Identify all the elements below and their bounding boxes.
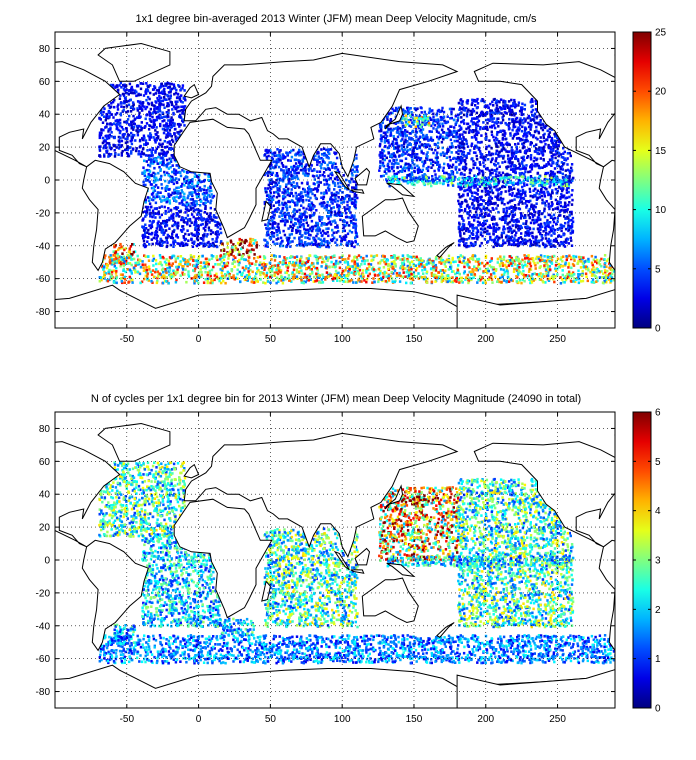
x-tick-label: 100 [334,714,351,725]
region-cells [112,242,137,265]
colorbar-tick-label: 1 [655,654,661,665]
y-tick-label: 40 [39,490,51,501]
y-tick-label: -40 [36,241,51,252]
cycle-count-map-panel: N of cycles per 1x1 degree bin for 2013 … [0,380,696,760]
y-tick-label: 80 [39,44,51,55]
continent-outline [183,83,200,99]
x-tick-label: 250 [549,714,566,725]
continent-outline [384,104,404,130]
coastlines [55,422,696,708]
colorbar-tick-label: 20 [655,87,667,98]
colorbar-tick-label: 0 [655,324,661,335]
continent-outline [183,52,459,178]
chart-title: 1x1 degree bin-averaged 2013 Winter (JFM… [135,13,537,25]
continent-outline [183,463,200,479]
x-tick-label: 50 [265,334,277,345]
x-tick-label: 150 [406,334,423,345]
y-tick-label: -60 [36,654,51,665]
region-cells [385,175,574,188]
x-tick-label: 200 [477,714,494,725]
velocity-heatmap-chart: 1x1 degree bin-averaged 2013 Winter (JFM… [36,13,696,345]
continent-outline [361,577,419,624]
x-tick-label: 50 [265,714,277,725]
colorbar-tick-label: 10 [655,205,667,216]
continent-outline [436,242,455,258]
colorbar-tick-label: 3 [655,556,661,567]
region-cells [141,205,223,249]
continent-outline [691,119,696,237]
continent-outline [350,189,365,194]
colorbar-tick-label: 5 [655,457,661,468]
region-cells [98,81,187,158]
colorbar-tick-label: 0 [655,704,661,715]
region-cells [386,555,573,568]
y-tick-label: 20 [39,143,51,154]
y-tick-label: 60 [39,457,51,468]
colorbar-tick-label: 6 [655,408,661,419]
y-tick-label: 60 [39,77,51,88]
continent-outline [361,197,419,244]
y-tick-label: 40 [39,110,51,121]
continent-outline [81,159,149,272]
x-tick-label: 0 [196,714,202,725]
region-cells [98,461,187,538]
region-cells [378,106,460,183]
y-tick-label: 20 [39,523,51,534]
continent-outline [97,422,171,462]
x-tick-label: -50 [120,334,135,345]
continent-outline [473,441,615,548]
y-tick-label: 0 [44,556,50,567]
continent-outline [354,167,371,186]
continent-outline [183,432,459,558]
y-tick-label: 0 [44,176,50,187]
x-tick-label: 0 [196,334,202,345]
continent-outline [386,562,416,578]
y-tick-label: -80 [36,687,51,698]
continent-outline [384,484,404,510]
region-cells [220,237,259,256]
chart-title: N of cycles per 1x1 degree bin for 2013 … [91,393,581,405]
continent-outline [97,42,171,82]
region-cells [98,634,615,665]
colorbar [632,31,652,329]
region-cells [400,114,431,129]
x-tick-label: 150 [406,714,423,725]
continent-outline [473,61,615,168]
x-tick-label: 200 [477,334,494,345]
continent-outline [261,200,271,222]
velocity-map-panel: 1x1 degree bin-averaged 2013 Winter (JFM… [36,13,696,345]
colorbar-tick-label: 5 [655,264,661,275]
continent-outline [81,539,149,652]
y-tick-label: -20 [36,208,51,219]
y-tick-label: -20 [36,588,51,599]
continent-outline [598,539,615,652]
continent-outline [354,547,371,566]
colorbar-tick-label: 4 [655,506,661,517]
continent-outline [691,499,696,617]
y-tick-label: -80 [36,307,51,318]
region-cells [98,254,615,285]
continent-outline [350,569,365,574]
grid-lines [55,412,615,708]
x-tick-label: 250 [549,334,566,345]
y-tick-label: -40 [36,621,51,632]
colorbar-tick-label: 15 [655,146,667,157]
colorbar-tick-label: 2 [655,605,661,616]
grid-lines [55,32,615,328]
continent-outline [456,669,615,708]
y-tick-label: -60 [36,274,51,285]
cycle-count-heatmap-chart: N of cycles per 1x1 degree bin for 2013 … [36,393,696,725]
x-tick-label: -50 [120,714,135,725]
region-cells [263,527,359,629]
continent-outline [386,182,416,198]
continent-outline [456,289,615,328]
x-tick-label: 100 [334,334,351,345]
continent-outline [261,580,271,602]
region-cells [220,617,255,637]
y-tick-label: 80 [39,424,51,435]
colorbar-tick-label: 25 [655,28,667,39]
continent-outline [436,622,455,638]
continent-outline [598,159,615,272]
